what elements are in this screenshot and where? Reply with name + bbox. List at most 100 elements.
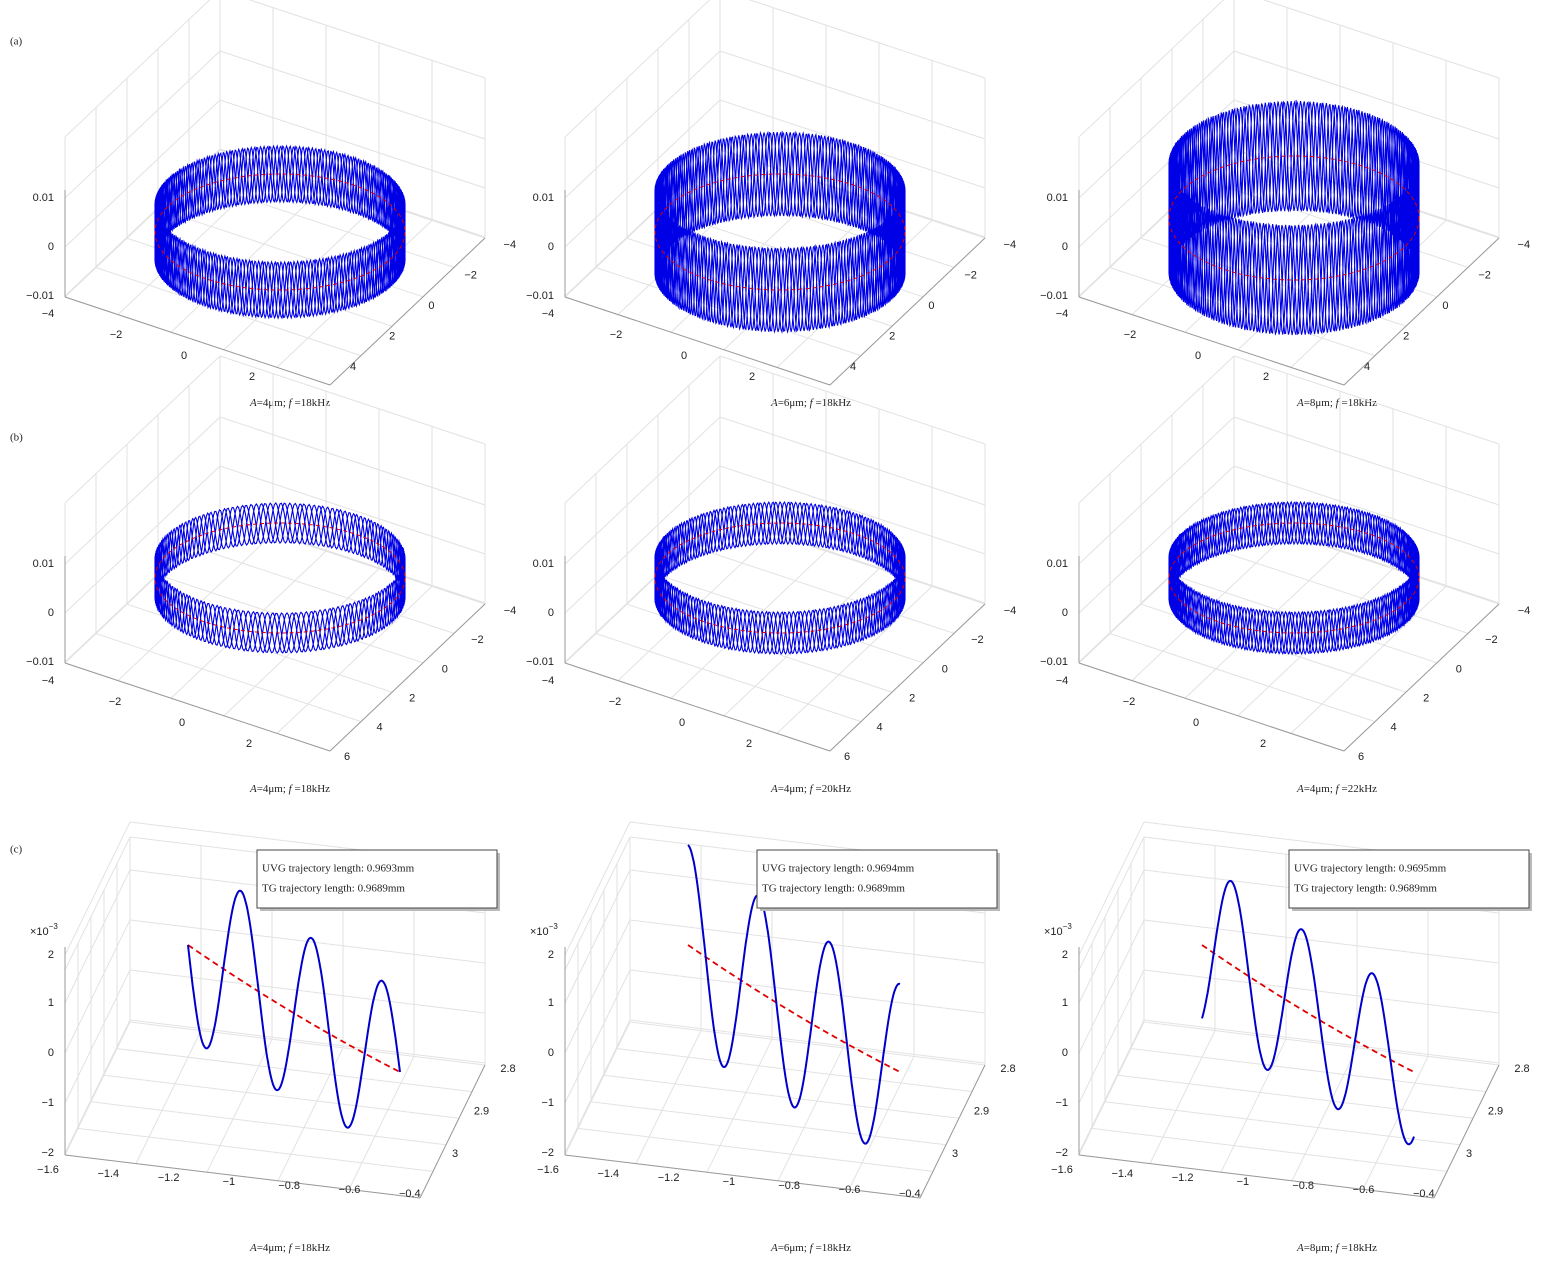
- y-tick-label: 3: [1466, 1148, 1472, 1160]
- grid-line: [276, 586, 433, 734]
- grid-line: [1291, 1047, 1358, 1182]
- caption-symbol: A: [770, 397, 778, 409]
- axis-line: [564, 662, 831, 752]
- grid-line: [603, 1074, 960, 1119]
- grid-line: [719, 50, 986, 140]
- axis-line: [64, 1154, 421, 1199]
- x-tick-label: −1.6: [37, 1164, 59, 1176]
- grid-line: [95, 633, 362, 723]
- x-tick-label: −1: [223, 1176, 236, 1188]
- caption-text: =18kHz: [1339, 1242, 1377, 1254]
- x-tick-label: −1.6: [1051, 1164, 1073, 1176]
- z-tick-label: 0: [48, 607, 54, 619]
- grid-line: [1091, 1127, 1448, 1172]
- y-tick-label: 4: [1391, 722, 1397, 734]
- x-tick-label: 2: [746, 738, 752, 750]
- z-tick-label: 0: [48, 1047, 54, 1059]
- grid-line: [564, 919, 631, 1054]
- z-tick-label: −0.01: [26, 656, 54, 668]
- z-tick-label: −2: [41, 1147, 54, 1159]
- grid-line: [564, 416, 721, 565]
- grid-line: [1143, 1021, 1500, 1066]
- grid-line: [1078, 919, 1145, 1054]
- grid-line: [848, 1056, 915, 1190]
- grid-line: [629, 919, 986, 964]
- grid-line: [1233, 514, 1500, 604]
- z-tick-label: −0.01: [1040, 290, 1068, 302]
- y-tick-label: −4: [504, 605, 517, 617]
- grid-line: [219, 50, 486, 140]
- x-tick-label: −0.4: [899, 1188, 921, 1200]
- grid-line: [564, 821, 631, 956]
- caption-text: =4μm;: [257, 783, 289, 795]
- grid-line: [1143, 919, 1500, 964]
- y-tick-label: 4: [1364, 361, 1370, 373]
- x-tick-label: −0.6: [1353, 1184, 1375, 1196]
- x-tick-label: 0: [679, 717, 685, 729]
- subplot: 0.01 0 −0.01 −4 −2 0 2 4 2 0 −2 −4: [1040, 0, 1530, 386]
- panel-label: (b): [10, 432, 23, 444]
- grid-line: [748, 0, 986, 79]
- z-tick-label: 0: [1062, 241, 1068, 253]
- tool-path: [1201, 944, 1415, 1073]
- grid-line: [564, 50, 721, 199]
- caption: A=4μm; f =22kHz: [1296, 783, 1377, 795]
- grid-line: [64, 969, 131, 1104]
- grid-line: [1233, 50, 1500, 140]
- x-tick-label: −0.8: [1292, 1180, 1314, 1192]
- caption-symbol: A: [1296, 783, 1304, 795]
- caption-symbol: A: [770, 1242, 778, 1254]
- x-tick-label: −2: [110, 329, 123, 341]
- axis-line: [919, 1064, 986, 1199]
- trajectory: [1168, 500, 1420, 656]
- y-tick-label: 6: [844, 751, 850, 763]
- grid-line: [219, 465, 486, 555]
- caption-symbol: A: [249, 397, 257, 409]
- y-tick-label: −2: [464, 269, 477, 281]
- grid-line: [1362, 1056, 1429, 1190]
- z-tick-label: 0.01: [1047, 558, 1068, 570]
- z-tick-label: 0: [548, 1047, 554, 1059]
- subplot: 2 1 0 −1 −2 −1.6 −1.4 −1.2 −1 −0.8 −0.6 −0.4 3 2.9 2.8…: [530, 821, 1016, 1200]
- grid-line: [564, 869, 631, 1004]
- axis-line: [1078, 662, 1345, 752]
- tool-path: [1168, 155, 1420, 281]
- y-tick-label: 2: [1403, 330, 1409, 342]
- grid-line: [1131, 533, 1288, 681]
- x-tick-label: 2: [749, 371, 755, 383]
- grid-line: [1117, 1074, 1474, 1119]
- axis-exponent: ×10−3: [1044, 922, 1072, 938]
- grid-line: [719, 99, 986, 189]
- grid-line: [1233, 465, 1500, 555]
- z-tick-label: −0.01: [526, 656, 554, 668]
- caption-text: =6μm;: [778, 397, 810, 409]
- grid-line: [616, 1048, 973, 1093]
- z-tick-label: 2: [48, 949, 54, 961]
- grid-line: [170, 184, 327, 333]
- grid-line: [1109, 633, 1376, 723]
- exponent-power: −3: [1063, 922, 1073, 931]
- grid-line: [629, 1021, 986, 1066]
- grid-line: [219, 416, 486, 506]
- grid-line: [103, 1074, 460, 1119]
- y-tick-label: −2: [964, 269, 977, 281]
- grid-line: [64, 1019, 131, 1154]
- y-tick-label: 2: [389, 330, 395, 342]
- z-tick-label: 1: [548, 997, 554, 1009]
- x-tick-label: −1.4: [97, 1168, 119, 1180]
- y-tick-label: 0: [442, 663, 448, 675]
- grid-line: [1220, 1038, 1287, 1173]
- grid-line: [219, 99, 486, 189]
- trajectory: [654, 500, 906, 656]
- trajectory: [154, 502, 406, 654]
- z-tick-label: −1: [541, 1097, 554, 1109]
- grid-line: [590, 1101, 947, 1146]
- z-tick-label: 2: [548, 949, 554, 961]
- grid-line: [719, 355, 986, 445]
- y-tick-label: 3: [452, 1148, 458, 1160]
- x-tick-label: 0: [1195, 350, 1201, 362]
- caption-text: =20kHz: [813, 783, 851, 795]
- x-tick-label: 2: [246, 738, 252, 750]
- z-tick-label: 0: [48, 241, 54, 253]
